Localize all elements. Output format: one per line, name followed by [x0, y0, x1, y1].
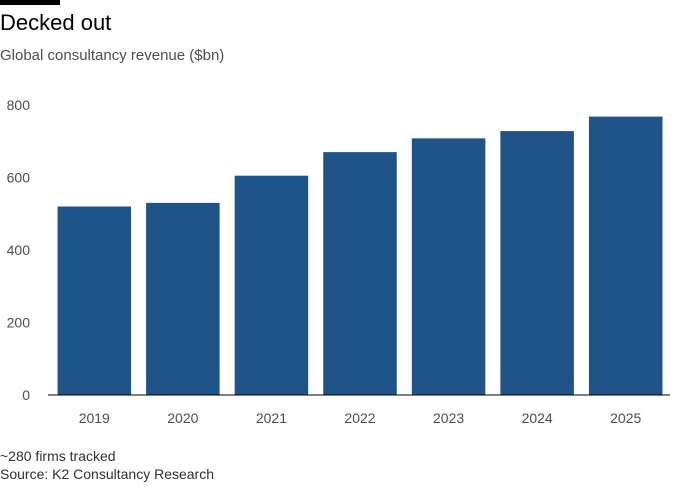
x-tick-label: 2021	[256, 410, 287, 426]
x-tick-label: 2022	[344, 410, 375, 426]
source-note: Source: K2 Consultancy Research	[0, 466, 214, 482]
y-tick-label: 0	[22, 387, 30, 403]
x-tick-label: 2024	[522, 410, 553, 426]
bar-chart: 0 200 400 600 800 2019 2020 2021 2022 2023 2024 202…	[7, 97, 670, 426]
bar-2024	[500, 131, 574, 395]
x-tick-label: 2020	[167, 410, 198, 426]
chart-title: Decked out	[0, 10, 112, 35]
bar-2021	[234, 175, 309, 395]
chart-subtitle: Global consultancy revenue ($bn)	[0, 47, 225, 64]
bar-2022	[323, 152, 397, 395]
y-tick-label: 800	[7, 97, 31, 113]
y-tick-label: 200	[7, 315, 31, 331]
bar-2025	[588, 116, 663, 395]
accent-rule	[0, 0, 60, 5]
y-tick-label: 600	[7, 170, 31, 186]
x-tick-label: 2019	[79, 410, 110, 426]
footnote: ~280 firms tracked	[0, 448, 116, 464]
x-tick-label: 2025	[610, 410, 641, 426]
bar-2019	[57, 206, 132, 395]
x-tick-label: 2023	[433, 410, 464, 426]
bar-2023	[411, 138, 486, 395]
y-tick-label: 400	[7, 242, 31, 258]
bar-2020	[146, 202, 220, 395]
